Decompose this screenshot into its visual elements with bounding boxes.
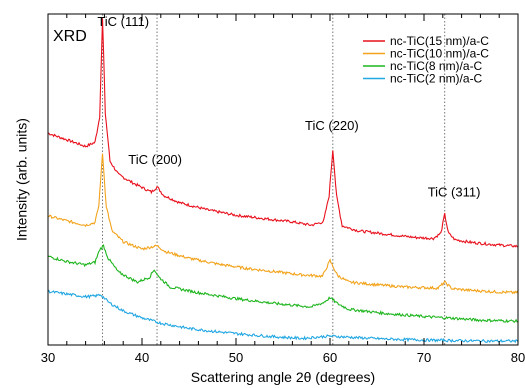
x-tick-label: 60 [323, 350, 337, 365]
legend: nc-TiC(15 nm)/a-Cnc-TiC(10 nm)/a-Cnc-TiC… [363, 34, 489, 86]
series-line-3 [47, 289, 519, 344]
peak-label: TiC (220) [305, 118, 359, 133]
peak-labels: TiC (111) TiC (200) TiC (220) TiC (311) [97, 14, 480, 200]
series-line-2 [47, 244, 519, 324]
x-axis-ticks: 30 40 50 60 70 80 [41, 14, 525, 365]
y-axis-title: Intensity (arb. units) [14, 118, 30, 241]
panel-label: XRD [53, 28, 87, 45]
peak-label: TiC (111) [97, 14, 149, 29]
series-layer [47, 18, 519, 344]
x-tick-label: 80 [511, 350, 525, 365]
legend-label: nc-TiC(2 nm)/a-C [390, 72, 483, 86]
plot-frame [47, 13, 519, 346]
peak-label: TiC (200) [128, 152, 182, 167]
legend-label: nc-TiC(15 nm)/a-C [390, 34, 489, 48]
series-line-0 [47, 18, 518, 248]
legend-label: nc-TiC(10 nm)/a-C [390, 47, 489, 61]
x-tick-label: 50 [229, 350, 243, 365]
x-tick-label: 30 [41, 350, 55, 365]
legend-label: nc-TiC(8 nm)/a-C [390, 59, 483, 73]
x-axis-title: Scattering angle 2θ (degrees) [191, 369, 375, 385]
series-line-1 [47, 153, 519, 295]
reference-lines [102, 14, 446, 345]
x-tick-label: 40 [135, 350, 149, 365]
peak-label: TiC (311) [428, 185, 481, 200]
x-tick-label: 70 [417, 350, 431, 365]
